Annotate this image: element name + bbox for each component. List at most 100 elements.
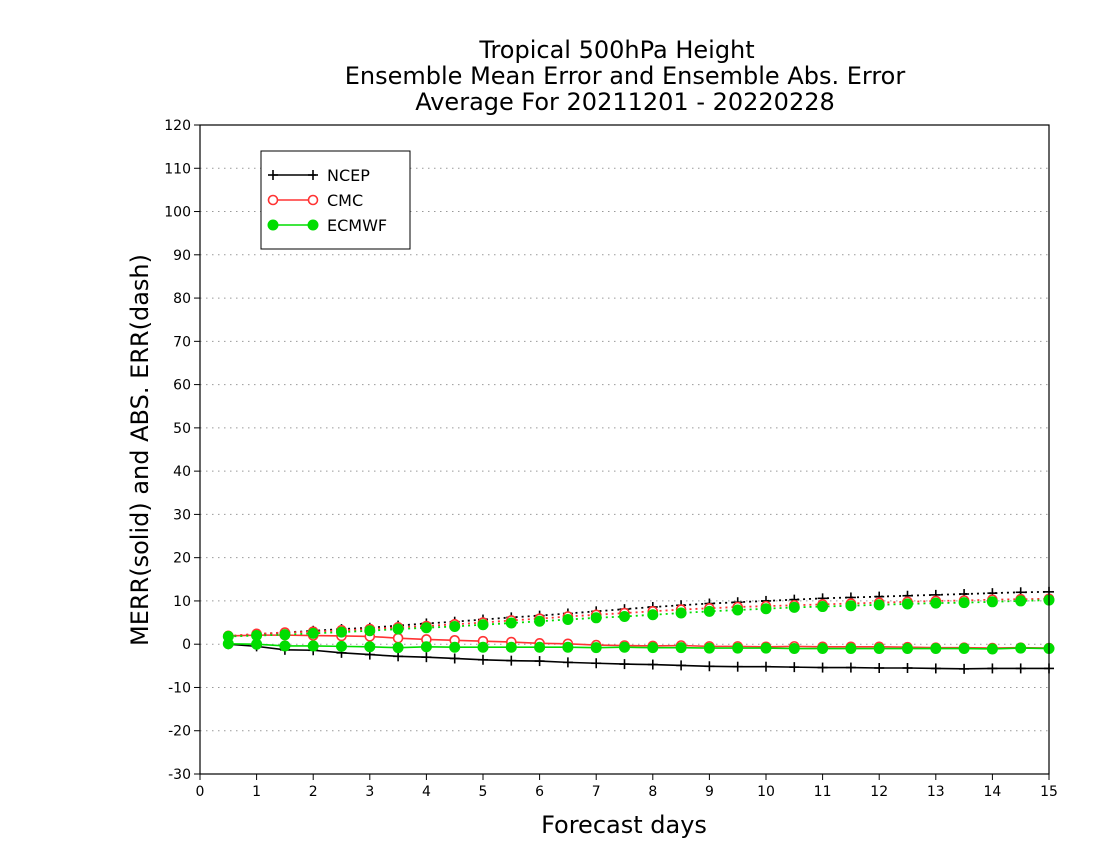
ecmwf-mean-error-point bbox=[534, 641, 546, 653]
ncep-mean-error-point bbox=[987, 663, 998, 674]
ecmwf-mean-error-point bbox=[845, 643, 857, 655]
ecmwf-mean-error-point bbox=[1015, 642, 1027, 654]
x-tick-label: 7 bbox=[592, 784, 601, 800]
ncep-mean-error-point bbox=[478, 654, 488, 665]
x-tick-label: 8 bbox=[648, 784, 657, 800]
legend-marker-ecmwf bbox=[307, 219, 319, 231]
ncep-mean-error-point bbox=[534, 656, 545, 667]
x-tick-label: 14 bbox=[983, 784, 1001, 800]
ecmwf-mean-error-point bbox=[420, 641, 432, 653]
y-tick-label: 20 bbox=[173, 551, 191, 567]
ecmwf-abs-error-point bbox=[817, 601, 829, 613]
x-tick-label: 3 bbox=[365, 784, 374, 800]
chart-title-line-2: Ensemble Mean Error and Ensemble Abs. Er… bbox=[345, 62, 906, 90]
legend-marker-ncep bbox=[308, 170, 318, 180]
ecmwf-abs-error-point bbox=[392, 623, 404, 635]
ecmwf-abs-error-point bbox=[336, 626, 347, 638]
ncep-mean-error-point bbox=[562, 657, 573, 668]
ecmwf-abs-error-point bbox=[986, 596, 998, 608]
plot-frame bbox=[199, 124, 1050, 775]
x-tick-label: 4 bbox=[422, 784, 431, 800]
x-tick-label: 6 bbox=[535, 784, 544, 800]
ecmwf-abs-error-point bbox=[930, 597, 942, 609]
ecmwf-mean-error-point bbox=[958, 643, 970, 655]
ncep-mean-error-point bbox=[761, 661, 771, 672]
ncep-mean-error-point bbox=[845, 662, 856, 673]
ncep-mean-error-point bbox=[421, 652, 432, 663]
ncep-mean-error-point bbox=[676, 660, 687, 671]
ecmwf-abs-error-point bbox=[251, 630, 263, 642]
legend-marker-ecmwf bbox=[267, 219, 279, 231]
ecmwf-abs-error-point bbox=[590, 612, 602, 624]
x-tick-label: 13 bbox=[927, 784, 945, 800]
ecmwf-abs-error-point bbox=[675, 607, 687, 619]
ecmwf-abs-error-point bbox=[505, 617, 517, 629]
ncep-mean-error-point bbox=[789, 662, 800, 673]
ecmwf-abs-error-point bbox=[958, 597, 970, 609]
legend-label-ecmwf: ECMWF bbox=[327, 216, 387, 235]
legend: NCEP CMC ECMWF bbox=[260, 150, 411, 250]
ecmwf-mean-error-point bbox=[392, 642, 404, 654]
legend-marker-cmc bbox=[307, 194, 319, 206]
ecmwf-mean-error-point bbox=[703, 642, 715, 654]
ecmwf-mean-error-point bbox=[986, 643, 998, 655]
ncep-mean-error-point bbox=[874, 662, 885, 673]
ecmwf-mean-error-point bbox=[732, 642, 744, 654]
ecmwf-mean-error-point bbox=[675, 642, 687, 654]
ecmwf-mean-error-point bbox=[336, 640, 347, 652]
y-tick-label: 50 bbox=[173, 421, 191, 437]
ecmwf-abs-error-point bbox=[534, 615, 546, 627]
y-tick-label: -10 bbox=[168, 680, 191, 696]
ncep-mean-error-point bbox=[647, 659, 658, 670]
ecmwf-mean-error-point bbox=[307, 640, 319, 652]
ecmwf-abs-error-point bbox=[619, 611, 630, 623]
x-tick-label: 1 bbox=[252, 784, 261, 800]
ecmwf-mean-error-point bbox=[364, 641, 376, 653]
ecmwf-abs-error-point bbox=[732, 604, 744, 616]
ecmwf-abs-error-point bbox=[788, 601, 800, 613]
x-tick-label: 9 bbox=[705, 784, 714, 800]
x-tick-label: 0 bbox=[196, 784, 205, 800]
ecmwf-abs-error-point bbox=[873, 599, 885, 611]
x-tick-label: 11 bbox=[814, 784, 832, 800]
ncep-mean-error-point bbox=[902, 662, 913, 673]
ncep-mean-error-point bbox=[704, 661, 715, 672]
ecmwf-mean-error-point bbox=[449, 641, 461, 653]
ecmwf-abs-error-point bbox=[307, 627, 319, 639]
y-axis-ticks: -30 -20 -10 0 10 20 30 40 50 60 70 80 90 100 110 120 bbox=[164, 118, 200, 783]
ecmwf-abs-error-point bbox=[902, 598, 913, 610]
ecmwf-mean-error-point bbox=[279, 640, 291, 652]
series-layer bbox=[222, 586, 1055, 674]
ecmwf-abs-error-point bbox=[647, 609, 659, 621]
ecmwf-abs-error-line bbox=[228, 599, 1050, 638]
ecmwf-mean-error-point bbox=[930, 643, 942, 655]
ecmwf-mean-error-point bbox=[760, 642, 772, 654]
x-tick-label: 5 bbox=[479, 784, 488, 800]
ncep-mean-error-point bbox=[506, 655, 517, 666]
y-tick-label: -30 bbox=[168, 767, 191, 783]
ecmwf-mean-error-point bbox=[477, 641, 489, 653]
ecmwf-abs-error-point bbox=[562, 614, 574, 626]
y-tick-label: 10 bbox=[173, 594, 191, 610]
y-tick-label: 40 bbox=[173, 464, 191, 480]
y-tick-label: 0 bbox=[182, 637, 191, 653]
y-tick-label: 30 bbox=[173, 507, 191, 523]
ecmwf-mean-error-point bbox=[873, 643, 885, 655]
chart-title-line-3: Average For 20211201 - 20220228 bbox=[415, 88, 835, 116]
ncep-mean-error-point bbox=[1015, 663, 1026, 674]
ecmwf-abs-error-point bbox=[760, 603, 772, 615]
x-tick-label: 12 bbox=[870, 784, 888, 800]
x-axis-ticks: 0 1 2 3 4 5 6 7 8 9 10 11 12 13 14 15 bbox=[196, 774, 1058, 800]
cmc-abs-error-line bbox=[228, 597, 1050, 637]
ncep-mean-error-point bbox=[817, 662, 828, 673]
legend-label-cmc: CMC bbox=[327, 191, 363, 210]
ecmwf-mean-error-point bbox=[817, 643, 829, 655]
ecmwf-abs-error-point bbox=[420, 622, 432, 634]
legend-marker-cmc bbox=[267, 194, 279, 206]
legend-marker-ncep bbox=[268, 170, 278, 180]
ecmwf-mean-error-point bbox=[590, 642, 602, 654]
chart-title-line-1: Tropical 500hPa Height bbox=[478, 36, 754, 64]
ncep-abs-error-line bbox=[228, 590, 1050, 638]
ecmwf-abs-error-point bbox=[279, 629, 291, 641]
